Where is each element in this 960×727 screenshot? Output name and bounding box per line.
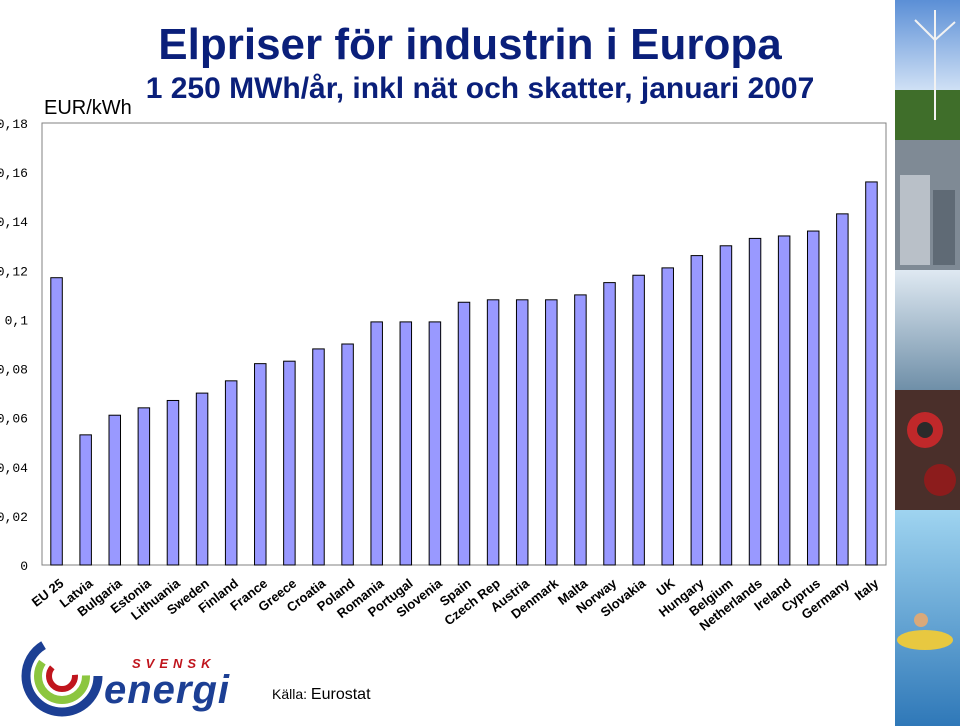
bar <box>79 434 92 566</box>
bar <box>661 267 674 566</box>
bar <box>574 294 587 566</box>
bar <box>632 274 645 566</box>
bar <box>312 348 325 566</box>
bar <box>545 299 558 566</box>
source-label: Källa: <box>272 686 308 702</box>
svensk-energi-logo <box>14 632 254 722</box>
bar <box>486 299 500 566</box>
bar <box>748 237 762 566</box>
bar <box>690 255 704 566</box>
bar <box>195 392 209 566</box>
bar <box>283 360 296 566</box>
bar <box>428 321 442 566</box>
source-value: Eurostat <box>310 686 371 703</box>
x-tick-label: Italy <box>852 575 882 603</box>
bar <box>166 399 180 566</box>
y-tick-label: 0,04 <box>0 461 28 476</box>
energy-photo-strip <box>895 0 960 726</box>
logo-top-word: SVENSK <box>132 656 216 671</box>
y-tick-label: 0,14 <box>0 215 28 230</box>
y-tick-label: 0,1 <box>5 313 29 328</box>
bar <box>515 299 529 566</box>
bar <box>457 301 471 566</box>
bar <box>806 230 820 566</box>
bar <box>224 380 238 566</box>
logo-swirl-icon <box>21 635 103 717</box>
bar <box>341 343 354 566</box>
bar <box>836 213 849 566</box>
y-tick-label: 0,08 <box>0 363 28 378</box>
bar <box>137 407 151 566</box>
bar <box>399 321 413 566</box>
bar <box>370 321 383 566</box>
bar <box>719 245 733 566</box>
y-axis-unit: EUR/kWh <box>44 97 132 119</box>
y-tick-label: 0,12 <box>0 264 28 279</box>
y-tick-label: 0,02 <box>0 510 28 525</box>
photo-collage-image <box>895 0 960 726</box>
y-tick-label: 0,18 <box>0 117 28 132</box>
bar <box>777 235 791 566</box>
logo-word: energi <box>104 668 231 712</box>
y-tick-label: 0,06 <box>0 412 28 427</box>
bar <box>254 363 267 566</box>
bar <box>603 282 616 566</box>
y-tick-label: 0,16 <box>0 166 28 181</box>
y-tick-label: 0 <box>20 559 28 574</box>
bar <box>108 414 122 566</box>
chart-title: Elpriser för industrin i Europa <box>158 20 782 69</box>
chart-subtitle: 1 250 MWh/år, inkl nät och skatter, janu… <box>145 72 815 105</box>
bar <box>865 181 878 566</box>
bar <box>50 277 63 566</box>
source-note: Källa: Eurostat <box>272 686 371 704</box>
